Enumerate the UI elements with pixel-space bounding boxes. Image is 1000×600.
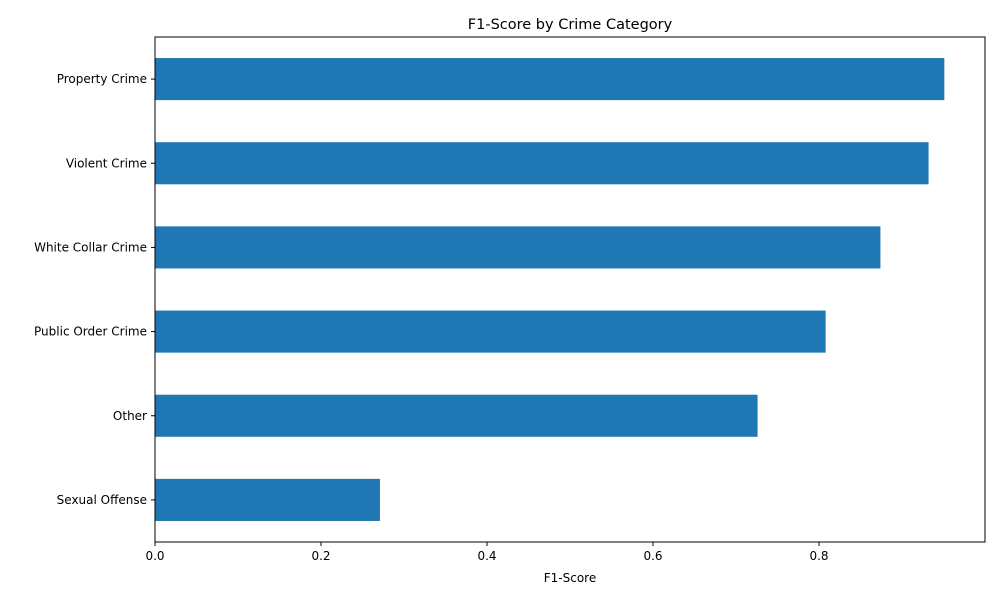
y-tick-label: Property Crime <box>57 72 147 86</box>
y-tick-label: White Collar Crime <box>34 240 147 254</box>
y-tick-label: Sexual Offense <box>57 493 147 507</box>
bar <box>155 58 945 101</box>
x-tick-label: 0.2 <box>311 549 330 563</box>
axes-frame <box>154 36 986 543</box>
bar <box>155 310 826 353</box>
x-tick-label: 0.6 <box>643 549 662 563</box>
x-tick-label: 0.0 <box>145 549 164 563</box>
y-tick-label: Public Order Crime <box>34 325 147 339</box>
chart-title: F1-Score by Crime Category <box>468 17 673 33</box>
bar <box>155 142 929 185</box>
bar <box>155 226 881 269</box>
bars-group <box>155 58 945 521</box>
bar <box>155 478 380 521</box>
y-tick-label: Other <box>113 409 147 423</box>
plot-border <box>154 36 986 543</box>
y-axis-ticks: Property Crime Violent Crime White Collar … <box>34 72 155 507</box>
x-tick-label: 0.8 <box>809 549 828 563</box>
y-tick-label: Violent Crime <box>66 156 147 170</box>
x-tick-label: 0.4 <box>477 549 496 563</box>
x-axis-ticks: 0.0 0.2 0.4 0.6 0.8 <box>145 542 829 563</box>
bar <box>155 394 758 437</box>
x-axis-title: F1-Score <box>544 571 596 585</box>
